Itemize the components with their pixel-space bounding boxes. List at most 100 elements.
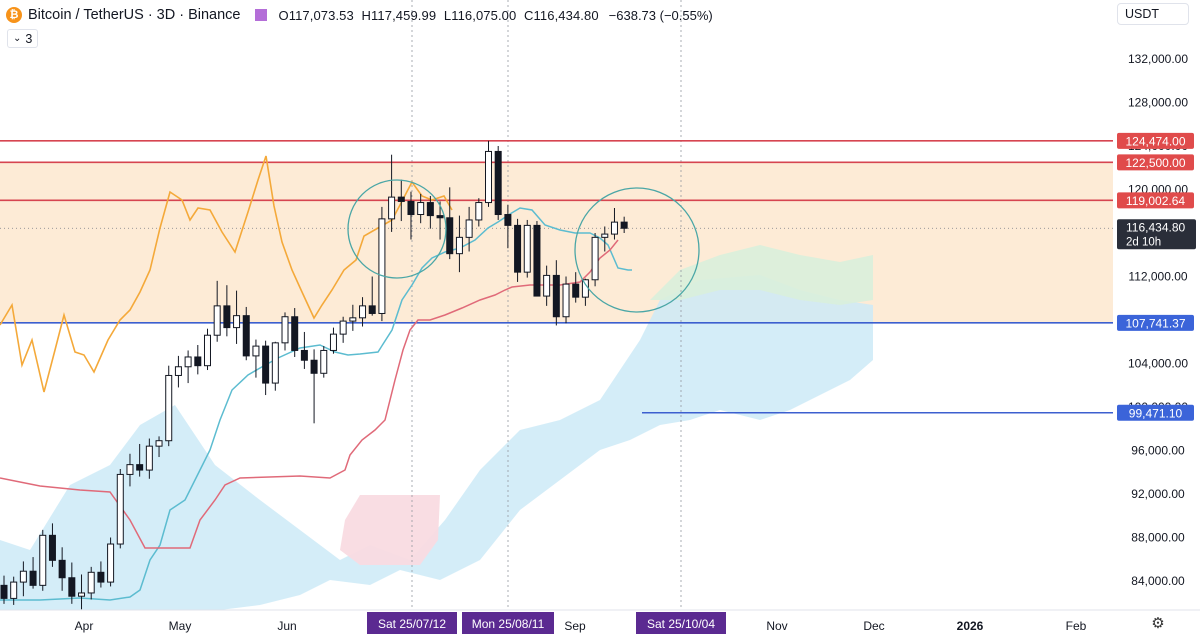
candle-body[interactable]: [29, 570, 37, 586]
candle-body[interactable]: [446, 217, 454, 255]
candle-body[interactable]: [514, 224, 522, 273]
candle-body[interactable]: [271, 342, 279, 384]
candle-body[interactable]: [213, 305, 221, 336]
candle-body[interactable]: [359, 305, 367, 319]
candle-body[interactable]: [552, 274, 560, 318]
price-tick-label: 112,000.00: [1128, 270, 1187, 284]
candle-body[interactable]: [572, 283, 580, 298]
indicator-legend-toggle[interactable]: ⌄ 3: [7, 29, 39, 48]
candle-body[interactable]: [184, 356, 192, 368]
candle-body[interactable]: [126, 464, 134, 475]
candle-body[interactable]: [494, 150, 502, 216]
price-level-badge[interactable]: [1117, 132, 1194, 149]
candle-body[interactable]: [397, 196, 405, 202]
price-level-badge-label: 107,741.37: [1125, 316, 1185, 330]
candle-body[interactable]: [591, 236, 599, 281]
candle-body[interactable]: [543, 274, 551, 297]
candle-body[interactable]: [407, 200, 415, 216]
price-level-badge[interactable]: [1117, 314, 1194, 331]
price-axis[interactable]: 84,000.0088,000.0092,000.0096,000.00100,…: [1117, 52, 1196, 588]
candle-body[interactable]: [533, 224, 541, 297]
price-level-badge[interactable]: [1117, 192, 1194, 209]
candle-body[interactable]: [0, 584, 8, 599]
candle-body[interactable]: [620, 221, 628, 229]
candle-body[interactable]: [242, 315, 250, 357]
date-highlight-badge[interactable]: [636, 612, 726, 634]
candle-body[interactable]: [174, 366, 182, 376]
candle-body[interactable]: [203, 334, 211, 367]
bar-countdown-label: 2d 10h: [1126, 236, 1161, 248]
candle-body[interactable]: [136, 464, 144, 471]
date-highlight-badge[interactable]: [462, 612, 554, 634]
candle-body[interactable]: [465, 219, 473, 238]
candle-body[interactable]: [378, 218, 386, 314]
high-value: 117,459.99: [371, 7, 437, 23]
candle-body[interactable]: [601, 233, 609, 238]
candle-body[interactable]: [78, 592, 86, 597]
gear-icon[interactable]: ⚙: [1151, 615, 1165, 632]
cloud-red: [340, 495, 440, 565]
cloud-blue: [0, 275, 873, 610]
low-value: 116,075.00: [451, 7, 517, 23]
time-tick-label: Sep: [564, 619, 586, 633]
open-label: O: [278, 7, 289, 23]
conversion-line: [0, 207, 632, 601]
candle-body[interactable]: [310, 359, 318, 374]
candle-body[interactable]: [475, 202, 483, 221]
price-level-badge[interactable]: [1117, 404, 1194, 421]
price-level-badge-label: 99,471.10: [1129, 406, 1183, 420]
date-highlight-label: Sat 25/07/12: [378, 617, 446, 631]
candle-body[interactable]: [48, 534, 56, 561]
price-change: −638.73 (−0.55%): [608, 7, 713, 23]
price-level-badge[interactable]: [1117, 154, 1194, 171]
candle-body[interactable]: [262, 345, 270, 384]
candle-body[interactable]: [504, 214, 512, 226]
candle-body[interactable]: [368, 305, 376, 314]
candle-body[interactable]: [19, 570, 27, 583]
symbol-title[interactable]: Bitcoin / TetherUS · 3D · Binance: [28, 7, 241, 23]
candle-body[interactable]: [388, 196, 396, 220]
candle-body[interactable]: [223, 305, 231, 329]
indicator-count: 3: [25, 31, 33, 46]
candle-body[interactable]: [281, 316, 289, 344]
candle-body[interactable]: [339, 320, 347, 335]
time-axis[interactable]: Apr May Jun Sep Nov Dec 2026 Feb Sat 25/07/12 Mon…: [0, 609, 1200, 634]
flag-icon[interactable]: [254, 9, 267, 21]
candle-body[interactable]: [233, 315, 241, 329]
candle-body[interactable]: [87, 571, 95, 594]
candle-body[interactable]: [58, 559, 66, 579]
candle-body[interactable]: [165, 374, 173, 442]
symbol-header: ₿ Bitcoin / TetherUS · 3D · Binance O117…: [6, 5, 713, 25]
candle-body[interactable]: [300, 349, 308, 361]
date-highlight-badge[interactable]: [367, 612, 457, 634]
candle-body[interactable]: [485, 150, 492, 204]
candle-body[interactable]: [455, 236, 463, 255]
candle-body[interactable]: [426, 202, 434, 217]
price-tick-label: 84,000.00: [1131, 574, 1185, 588]
candle-body[interactable]: [349, 317, 357, 322]
candles[interactable]: [0, 140, 628, 610]
candle-body[interactable]: [68, 577, 76, 597]
candle-body[interactable]: [436, 215, 444, 219]
currency-selector[interactable]: USDT: [1117, 3, 1189, 25]
current-price-badge[interactable]: [1117, 219, 1196, 250]
candle-body[interactable]: [97, 571, 105, 583]
candle-body[interactable]: [39, 534, 47, 586]
candle-body[interactable]: [10, 581, 18, 599]
candle-body[interactable]: [329, 333, 337, 351]
candle-body[interactable]: [145, 445, 153, 471]
price-tick-label: 128,000.00: [1128, 96, 1188, 110]
candle-body[interactable]: [107, 543, 115, 583]
candle-body[interactable]: [252, 345, 260, 357]
candle-body[interactable]: [320, 349, 328, 374]
candle-body[interactable]: [523, 224, 531, 273]
candle-body[interactable]: [581, 279, 589, 298]
candle-body[interactable]: [116, 473, 124, 545]
candle-body[interactable]: [610, 221, 618, 235]
candle-body[interactable]: [194, 356, 202, 367]
candle-body[interactable]: [155, 440, 163, 447]
candle-body[interactable]: [291, 316, 299, 351]
candle-body[interactable]: [562, 283, 570, 318]
candle-body[interactable]: [417, 202, 425, 216]
